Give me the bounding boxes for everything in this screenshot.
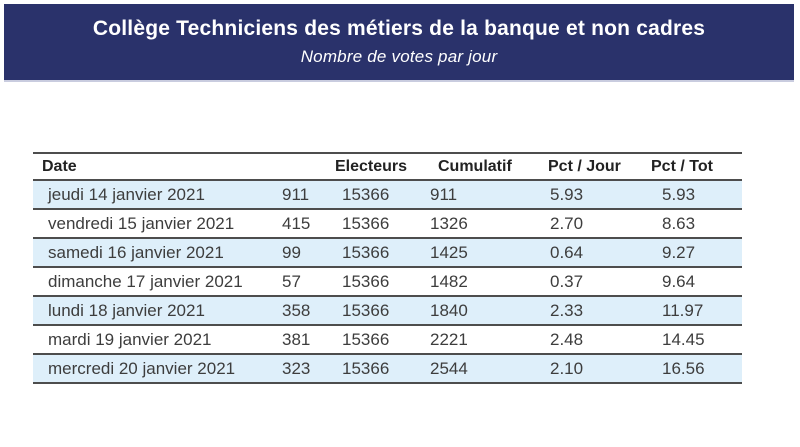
cell-votes: 358 [270, 296, 330, 326]
cell-pct-tot: 16.56 [645, 354, 742, 384]
cell-electeurs: 15366 [330, 296, 425, 326]
cell-electeurs: 15366 [330, 180, 425, 210]
cell-electeurs: 15366 [330, 267, 425, 297]
cell-date: mercredi 20 janvier 2021 [33, 354, 270, 384]
cell-votes: 911 [270, 180, 330, 210]
cell-cumulatif: 2221 [425, 325, 540, 355]
cell-pct-jour: 5.93 [540, 180, 645, 210]
column-header-electeurs: Electeurs [330, 152, 425, 181]
cell-pct-jour: 2.70 [540, 209, 645, 239]
column-header-pct-tot: Pct / Tot [645, 152, 742, 181]
cell-pct-jour: 0.64 [540, 238, 645, 268]
cell-pct-jour: 2.48 [540, 325, 645, 355]
table-body: jeudi 14 janvier 2021 911 15366 911 5.93… [33, 180, 742, 384]
cell-votes: 415 [270, 209, 330, 239]
column-header-pct-jour: Pct / Jour [540, 152, 645, 181]
cell-date: vendredi 15 janvier 2021 [33, 209, 270, 239]
cell-electeurs: 15366 [330, 325, 425, 355]
cell-cumulatif: 2544 [425, 354, 540, 384]
table-row: lundi 18 janvier 2021 358 15366 1840 2.3… [33, 296, 742, 326]
cell-date: dimanche 17 janvier 2021 [33, 267, 270, 297]
table-row: samedi 16 janvier 2021 99 15366 1425 0.6… [33, 238, 742, 268]
cell-pct-tot: 14.45 [645, 325, 742, 355]
report-header-banner: Collège Techniciens des métiers de la ba… [4, 4, 794, 82]
votes-per-day-table: Date Electeurs Cumulatif Pct / Jour Pct … [33, 152, 742, 384]
table-row: mardi 19 janvier 2021 381 15366 2221 2.4… [33, 325, 742, 355]
cell-cumulatif: 1482 [425, 267, 540, 297]
table-header: Date Electeurs Cumulatif Pct / Jour Pct … [33, 152, 742, 181]
cell-date: jeudi 14 janvier 2021 [33, 180, 270, 210]
cell-cumulatif: 1840 [425, 296, 540, 326]
column-header-date: Date [33, 152, 270, 181]
page-title: Collège Techniciens des métiers de la ba… [92, 17, 706, 41]
cell-cumulatif: 1425 [425, 238, 540, 268]
table-row: jeudi 14 janvier 2021 911 15366 911 5.93… [33, 180, 742, 210]
cell-cumulatif: 911 [425, 180, 540, 210]
cell-votes: 99 [270, 238, 330, 268]
column-header-votes [270, 152, 330, 181]
cell-pct-tot: 9.64 [645, 267, 742, 297]
cell-date: lundi 18 janvier 2021 [33, 296, 270, 326]
table-row: vendredi 15 janvier 2021 415 15366 1326 … [33, 209, 742, 239]
table-row: mercredi 20 janvier 2021 323 15366 2544 … [33, 354, 742, 384]
table-row: dimanche 17 janvier 2021 57 15366 1482 0… [33, 267, 742, 297]
table-header-row: Date Electeurs Cumulatif Pct / Jour Pct … [33, 152, 742, 181]
cell-votes: 381 [270, 325, 330, 355]
cell-electeurs: 15366 [330, 238, 425, 268]
cell-electeurs: 15366 [330, 209, 425, 239]
cell-date: samedi 16 janvier 2021 [33, 238, 270, 268]
cell-pct-tot: 11.97 [645, 296, 742, 326]
cell-pct-tot: 5.93 [645, 180, 742, 210]
cell-pct-jour: 2.10 [540, 354, 645, 384]
cell-date: mardi 19 janvier 2021 [33, 325, 270, 355]
cell-pct-jour: 0.37 [540, 267, 645, 297]
column-header-cumulatif: Cumulatif [425, 152, 540, 181]
cell-pct-tot: 9.27 [645, 238, 742, 268]
cell-cumulatif: 1326 [425, 209, 540, 239]
page-subtitle: Nombre de votes par jour [300, 46, 498, 66]
cell-pct-jour: 2.33 [540, 296, 645, 326]
cell-pct-tot: 8.63 [645, 209, 742, 239]
cell-votes: 323 [270, 354, 330, 384]
cell-electeurs: 15366 [330, 354, 425, 384]
cell-votes: 57 [270, 267, 330, 297]
